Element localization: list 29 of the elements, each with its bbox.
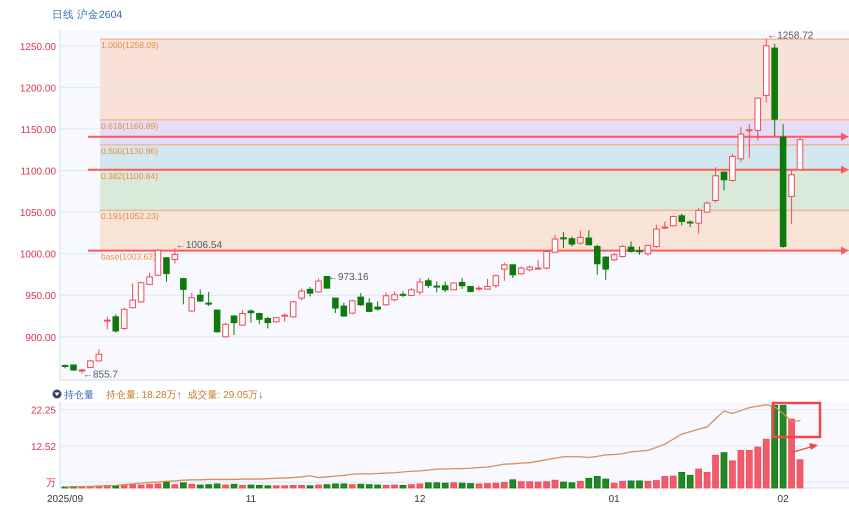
y-tick-label: 1150.00 — [20, 124, 56, 136]
chart-title: 日线 沪金2604 — [52, 8, 122, 21]
text: 持仓量: 18.28万↑ — [106, 389, 182, 401]
x-tick-label: 11 — [246, 494, 257, 505]
ref-line-label: 0.500(1130.86) — [101, 146, 158, 156]
annotation: ←1006.54 — [176, 240, 222, 252]
y-tick-label: 1100.00 — [20, 166, 56, 178]
ref-line-label: 0.382(1100.84) — [101, 170, 158, 181]
ref-line-label: 0.618(1160.89) — [101, 120, 158, 131]
y-tick-label: 22.25 — [30, 406, 56, 417]
chart-title: 持仓量 — [64, 389, 94, 401]
x-tick-label: 12 — [414, 494, 426, 505]
x-tick-label: 02 — [778, 494, 790, 505]
ref-line-label: 1.000(1258.09) — [101, 40, 159, 50]
y-tick-label: 1200.00 — [20, 83, 56, 94]
y-tick-label: 1050.00 — [20, 208, 56, 220]
y-tick-label: 950.00 — [25, 291, 56, 302]
ref-line-label: 0.191(1052.23) — [101, 211, 159, 222]
x-tick-label: 2025/09 — [46, 494, 84, 505]
y-tick-label: 万 — [46, 478, 56, 490]
x-tick-label: 01 — [608, 494, 620, 505]
text: 成交量: 29.05万↓ — [188, 389, 264, 401]
annotation: ←973.16 — [328, 272, 369, 283]
annotation: ←855.7 — [82, 370, 118, 381]
y-tick-label: 1000.00 — [20, 250, 56, 261]
y-tick-label: 1250.00 — [20, 42, 56, 53]
y-tick-label: 900.00 — [25, 332, 56, 344]
y-tick-label: 12.52 — [30, 442, 56, 453]
ref-line-label: base(1003.63) — [101, 252, 156, 262]
